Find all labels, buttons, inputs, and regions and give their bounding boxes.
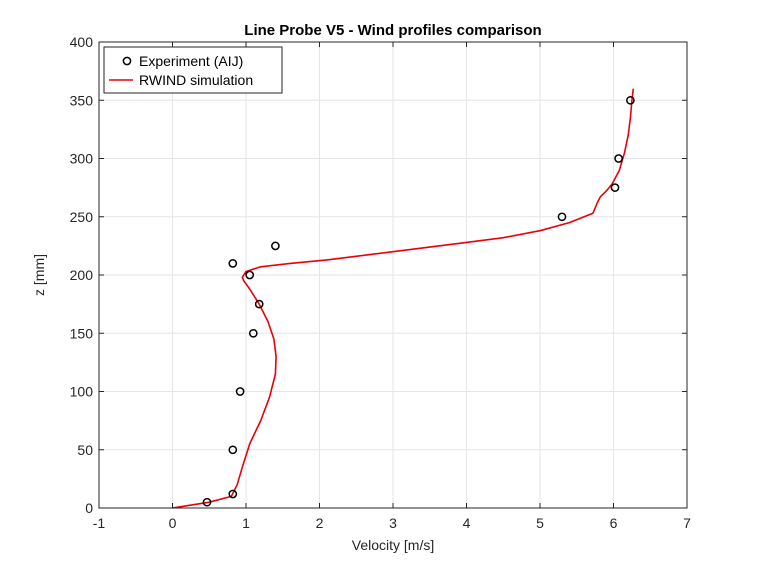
x-tick-label: -1 [93,515,106,531]
experiment-point [610,183,620,192]
x-tick-label: 3 [389,515,397,531]
legend: Experiment (AIJ) RWIND simulation [103,46,283,94]
experiment-point [202,497,212,507]
experiment-point [614,154,623,163]
legend-simulation-label: RWIND simulation [139,72,253,88]
simulation-line [172,88,635,509]
legend-experiment-marker [122,56,132,66]
experiment-point [271,241,280,251]
x-tick-label: 7 [683,515,691,531]
legend-box [103,46,283,94]
y-tick-label: 350 [70,92,94,108]
experiment-point [557,212,567,222]
x-tick-label: 0 [169,515,177,531]
x-tick-label: 2 [316,515,324,531]
experiment-point [228,445,238,455]
y-axis-label: z [mm] [31,254,47,296]
experiment-point [228,259,238,268]
y-tick-label: 300 [70,151,94,167]
y-tick-label: 0 [85,500,93,516]
y-tick-label: 50 [77,442,93,458]
legend-experiment-label: Experiment (AIJ) [139,53,243,69]
y-tick-label: 400 [70,34,94,50]
y-tick-label: 100 [70,384,94,400]
x-tick-label: 6 [610,515,618,531]
grid [98,41,688,509]
experiment-point [248,328,258,338]
x-axis-label: Velocity [m/s] [352,537,434,553]
experiment-point [245,270,255,280]
axis-box [98,41,688,509]
experiment-point [228,489,238,499]
experiment-point [626,95,635,105]
x-tick-label: 1 [242,515,250,531]
x-tick-label: 5 [536,515,544,531]
series-layer [172,88,635,509]
x-tick-label: 4 [463,515,471,531]
chart-title: Line Probe V5 - Wind profiles comparison [244,22,541,39]
y-tick-label: 250 [70,209,94,225]
y-tick-label: 150 [70,325,94,341]
experiment-point [254,299,264,309]
experiment-point [235,387,245,396]
y-tick-label: 200 [70,267,94,283]
